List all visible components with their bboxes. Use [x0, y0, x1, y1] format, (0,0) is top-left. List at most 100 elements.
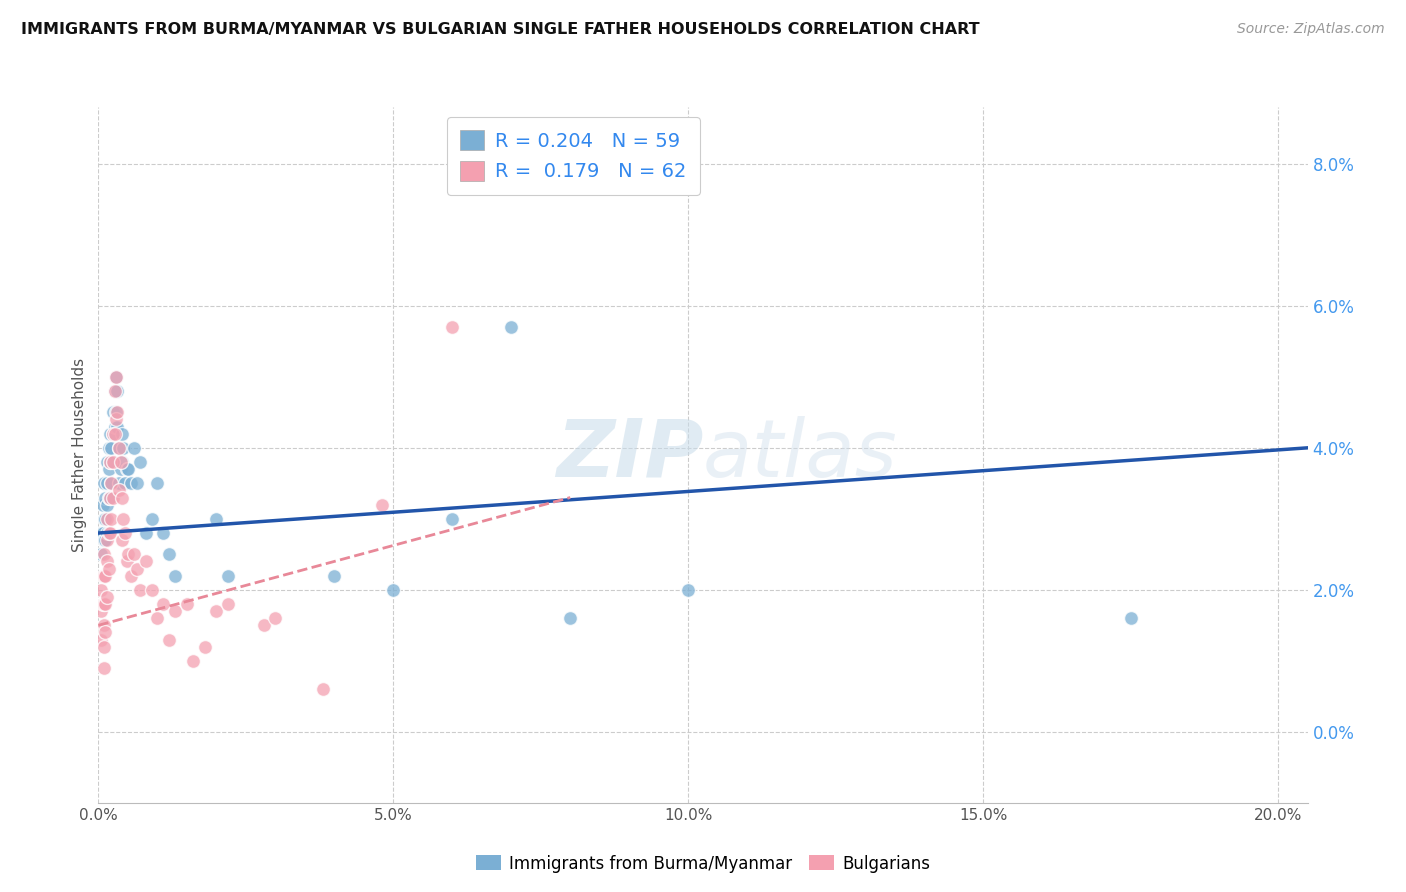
Point	[100, 476, 122, 491]
Point	[141, 512, 163, 526]
Point	[94, 625, 117, 640]
Point	[93, 476, 115, 491]
Point	[205, 604, 228, 618]
Point	[111, 426, 134, 441]
Point	[98, 526, 121, 541]
Point	[112, 441, 135, 455]
Point	[110, 462, 132, 476]
Point	[93, 640, 115, 654]
Y-axis label: Single Father Households: Single Father Households	[72, 358, 87, 552]
Point	[105, 369, 128, 384]
Point	[165, 604, 187, 618]
Point	[98, 561, 121, 575]
Point	[90, 582, 112, 597]
Point	[382, 582, 405, 597]
Point	[217, 568, 239, 582]
Point	[96, 526, 118, 541]
Point	[111, 533, 134, 548]
Point	[93, 568, 115, 582]
Point	[560, 611, 582, 625]
Point	[252, 618, 274, 632]
Point	[105, 412, 128, 426]
Point	[96, 590, 118, 604]
Point	[108, 441, 131, 455]
Point	[101, 426, 124, 441]
Point	[101, 491, 124, 505]
Point	[94, 597, 117, 611]
Text: Source: ZipAtlas.com: Source: ZipAtlas.com	[1237, 22, 1385, 37]
Point	[91, 568, 114, 582]
Point	[98, 491, 121, 505]
Point	[94, 568, 117, 582]
Point	[98, 491, 121, 505]
Point	[135, 526, 157, 541]
Point	[104, 419, 127, 434]
Point	[96, 476, 118, 491]
Point	[94, 512, 117, 526]
Point	[678, 582, 700, 597]
Point	[128, 582, 150, 597]
Point	[117, 547, 139, 561]
Point	[93, 618, 115, 632]
Point	[93, 597, 115, 611]
Point	[105, 369, 128, 384]
Text: IMMIGRANTS FROM BURMA/MYANMAR VS BULGARIAN SINGLE FATHER HOUSEHOLDS CORRELATION : IMMIGRANTS FROM BURMA/MYANMAR VS BULGARI…	[21, 22, 980, 37]
Point	[91, 498, 114, 512]
Point	[94, 491, 117, 505]
Point	[94, 533, 117, 548]
Point	[105, 405, 128, 419]
Point	[264, 611, 287, 625]
Point	[108, 483, 131, 498]
Point	[370, 498, 392, 512]
Point	[157, 547, 180, 561]
Point	[125, 476, 148, 491]
Point	[115, 554, 138, 568]
Point	[165, 568, 187, 582]
Point	[96, 498, 118, 512]
Point	[311, 682, 333, 697]
Point	[157, 632, 180, 647]
Point	[111, 455, 134, 469]
Point	[90, 526, 112, 541]
Point	[111, 491, 134, 505]
Legend: R = 0.204   N = 59, R =  0.179   N = 62: R = 0.204 N = 59, R = 0.179 N = 62	[447, 117, 700, 194]
Point	[100, 512, 122, 526]
Point	[98, 455, 121, 469]
Point	[146, 476, 169, 491]
Point	[125, 561, 148, 575]
Point	[441, 320, 464, 334]
Point	[122, 441, 145, 455]
Point	[108, 476, 131, 491]
Point	[93, 547, 115, 561]
Point	[194, 640, 217, 654]
Point	[115, 462, 138, 476]
Point	[441, 512, 464, 526]
Point	[93, 512, 115, 526]
Point	[112, 512, 135, 526]
Point	[98, 462, 121, 476]
Point	[93, 661, 115, 675]
Point	[105, 419, 128, 434]
Point	[110, 455, 132, 469]
Text: ZIP: ZIP	[555, 416, 703, 494]
Text: atlas: atlas	[703, 416, 898, 494]
Point	[217, 597, 239, 611]
Point	[176, 597, 198, 611]
Point	[105, 384, 128, 398]
Point	[101, 455, 124, 469]
Point	[104, 426, 127, 441]
Point	[91, 597, 114, 611]
Point	[90, 547, 112, 561]
Point	[96, 512, 118, 526]
Point	[104, 384, 127, 398]
Point	[96, 533, 118, 548]
Point	[90, 604, 112, 618]
Point	[101, 426, 124, 441]
Point	[152, 597, 174, 611]
Point	[104, 384, 127, 398]
Point	[105, 405, 128, 419]
Point	[101, 455, 124, 469]
Point	[181, 654, 204, 668]
Point	[128, 455, 150, 469]
Point	[93, 533, 115, 548]
